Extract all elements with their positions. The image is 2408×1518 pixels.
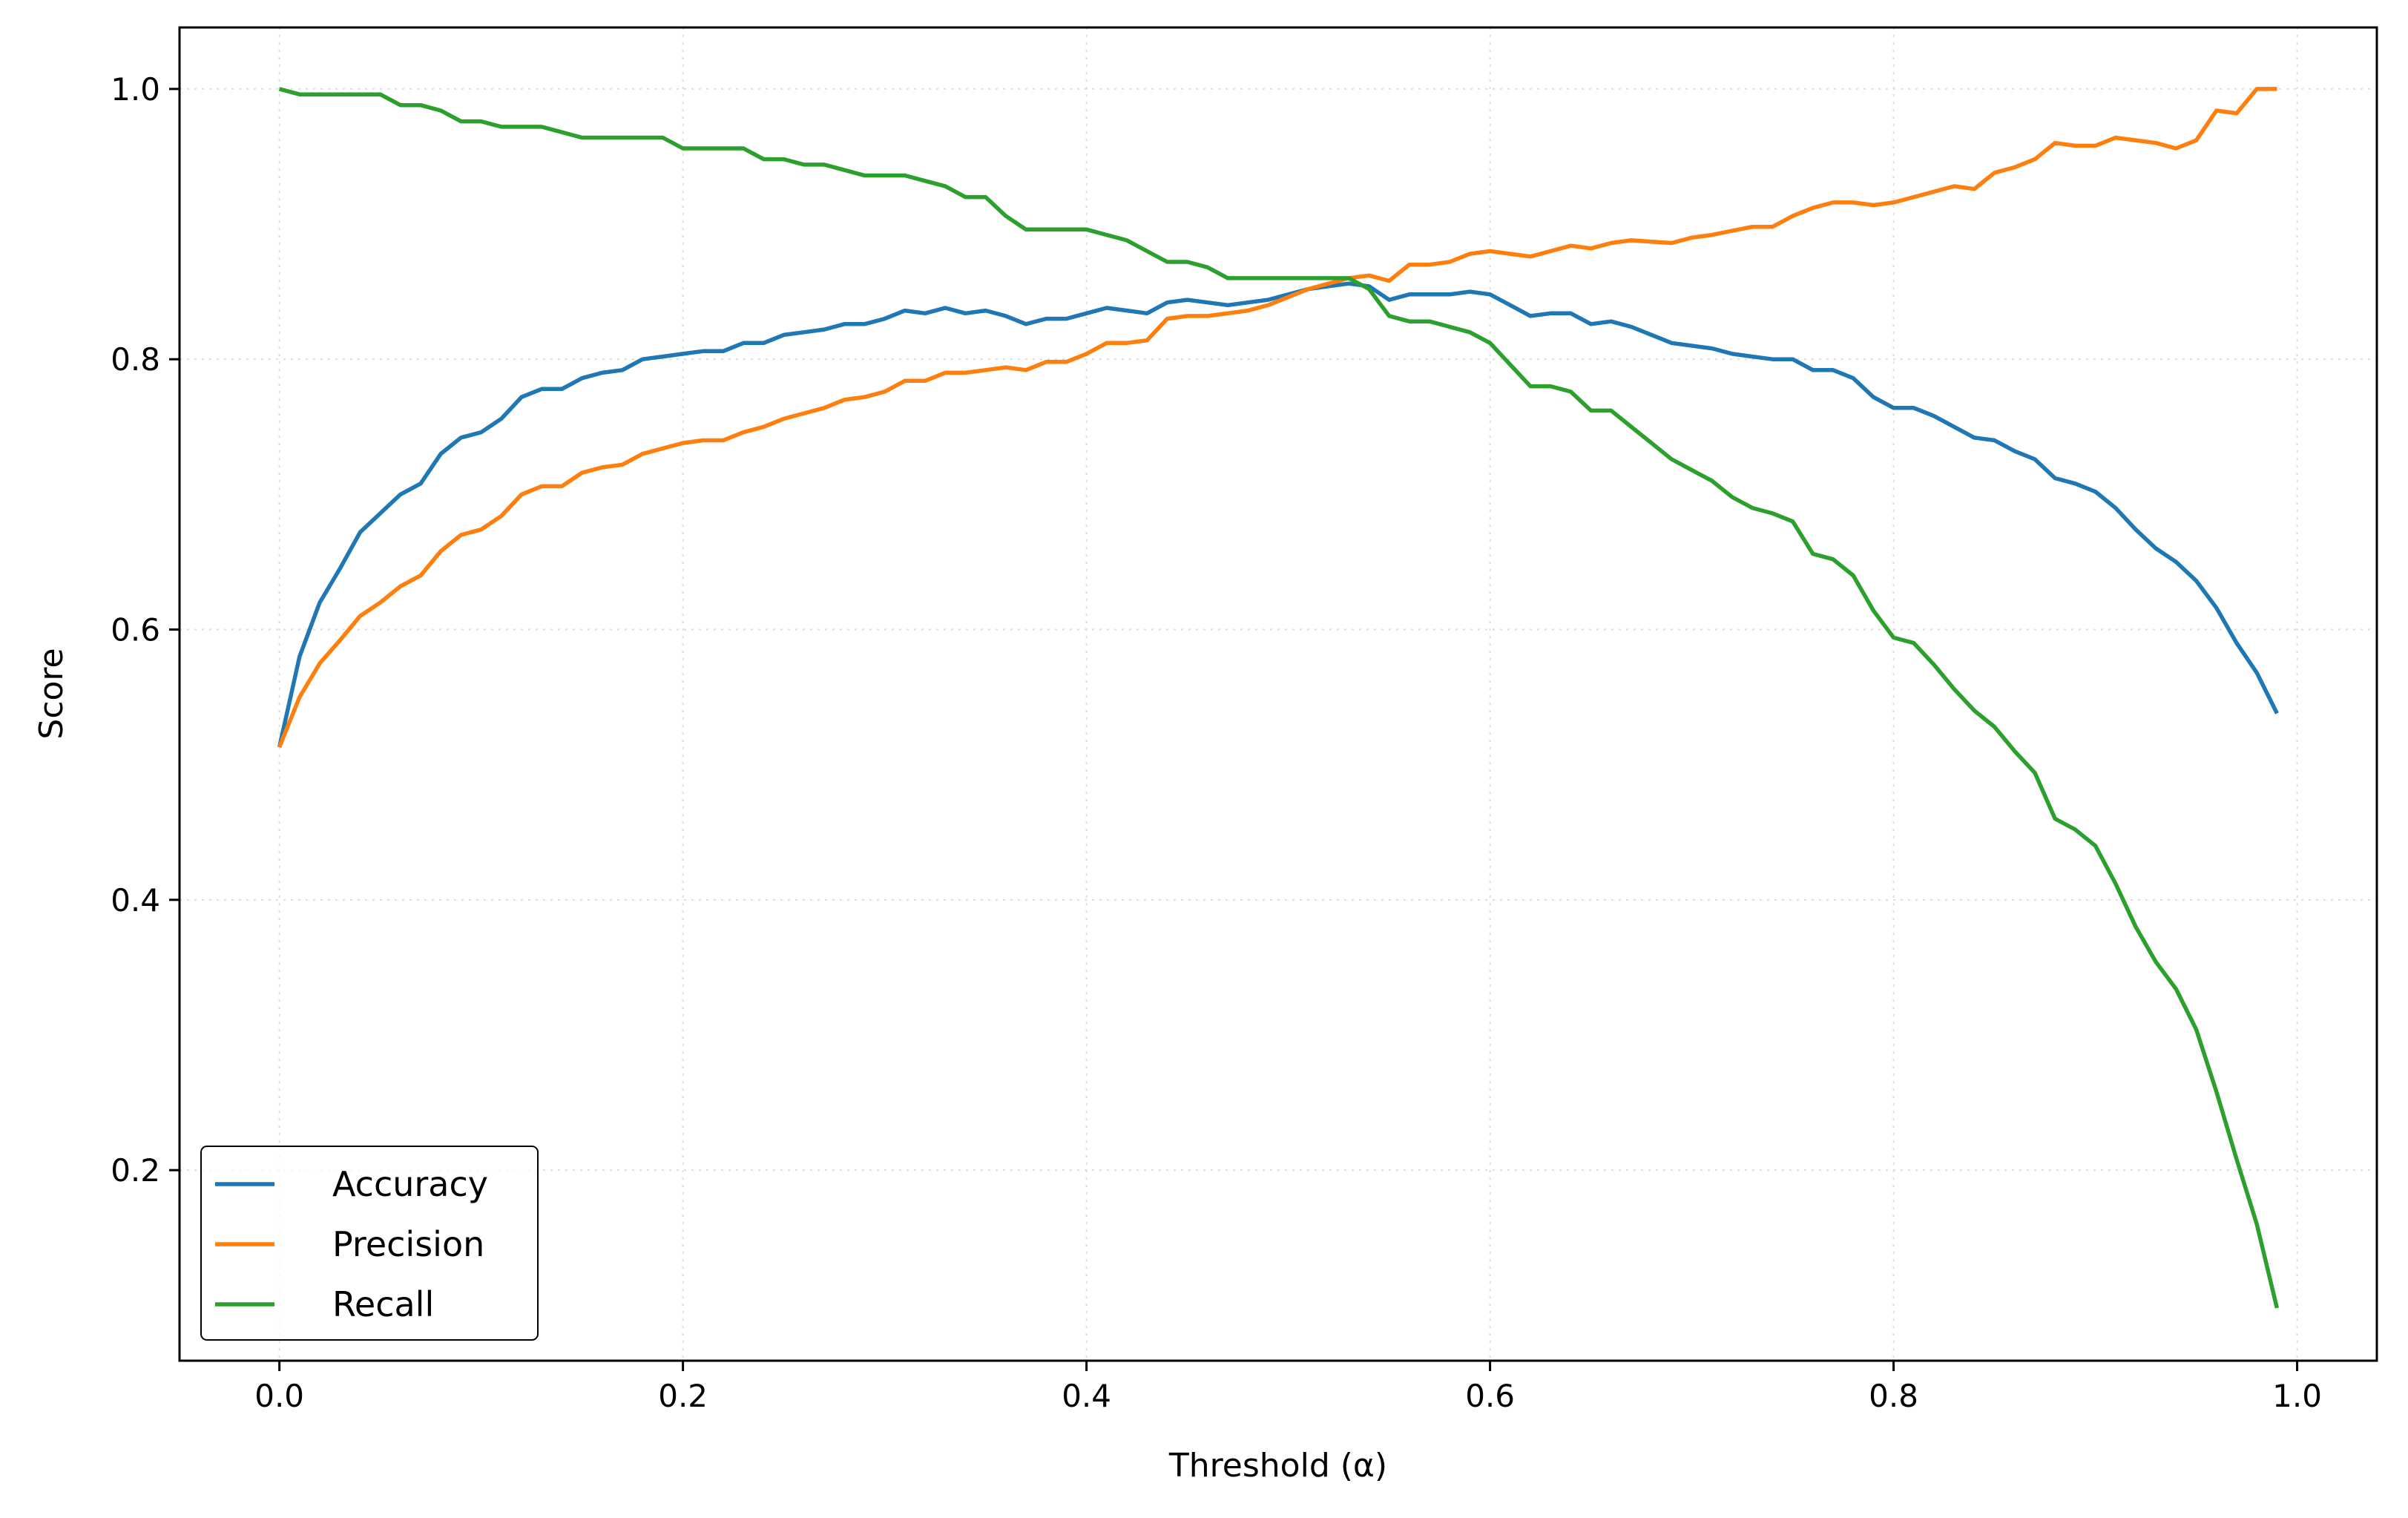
y-tick-label: 0.6 [111,612,160,648]
legend-label-precision: Precision [332,1224,484,1264]
y-axis-ticks: 0.2 0.4 0.6 0.8 1.0 [111,71,180,1189]
series-line-precision [277,87,2277,749]
series-line-recall [278,87,2280,1309]
legend-box [200,1146,539,1341]
x-tick-label: 1.0 [2272,1378,2322,1414]
x-tick-label: 0.6 [1465,1378,1515,1414]
series-line-accuracy [277,281,2279,748]
y-tick-label: 0.2 [111,1152,160,1189]
legend-label-accuracy: Accuracy [332,1164,488,1204]
legend-label-recall: Recall [332,1284,434,1324]
series-lines [277,87,2280,1309]
y-tick-label: 0.4 [111,882,160,919]
x-tick-label: 0.4 [1062,1378,1111,1414]
legend: Accuracy Precision Recall [200,1146,539,1341]
y-tick-label: 0.8 [111,341,160,378]
grid [180,27,2377,1361]
plot-frame [178,26,2378,1362]
x-tick-label: 0.2 [658,1378,708,1414]
y-axis-label: Score [33,648,70,739]
x-axis-ticks: 0.0 0.2 0.4 0.6 0.8 1.0 [254,1361,2322,1414]
x-tick-label: 0.8 [1869,1378,1918,1414]
x-axis-label: Threshold (α) [1168,1447,1387,1485]
y-tick-label: 1.0 [111,71,160,108]
x-tick-label: 0.0 [254,1378,304,1414]
